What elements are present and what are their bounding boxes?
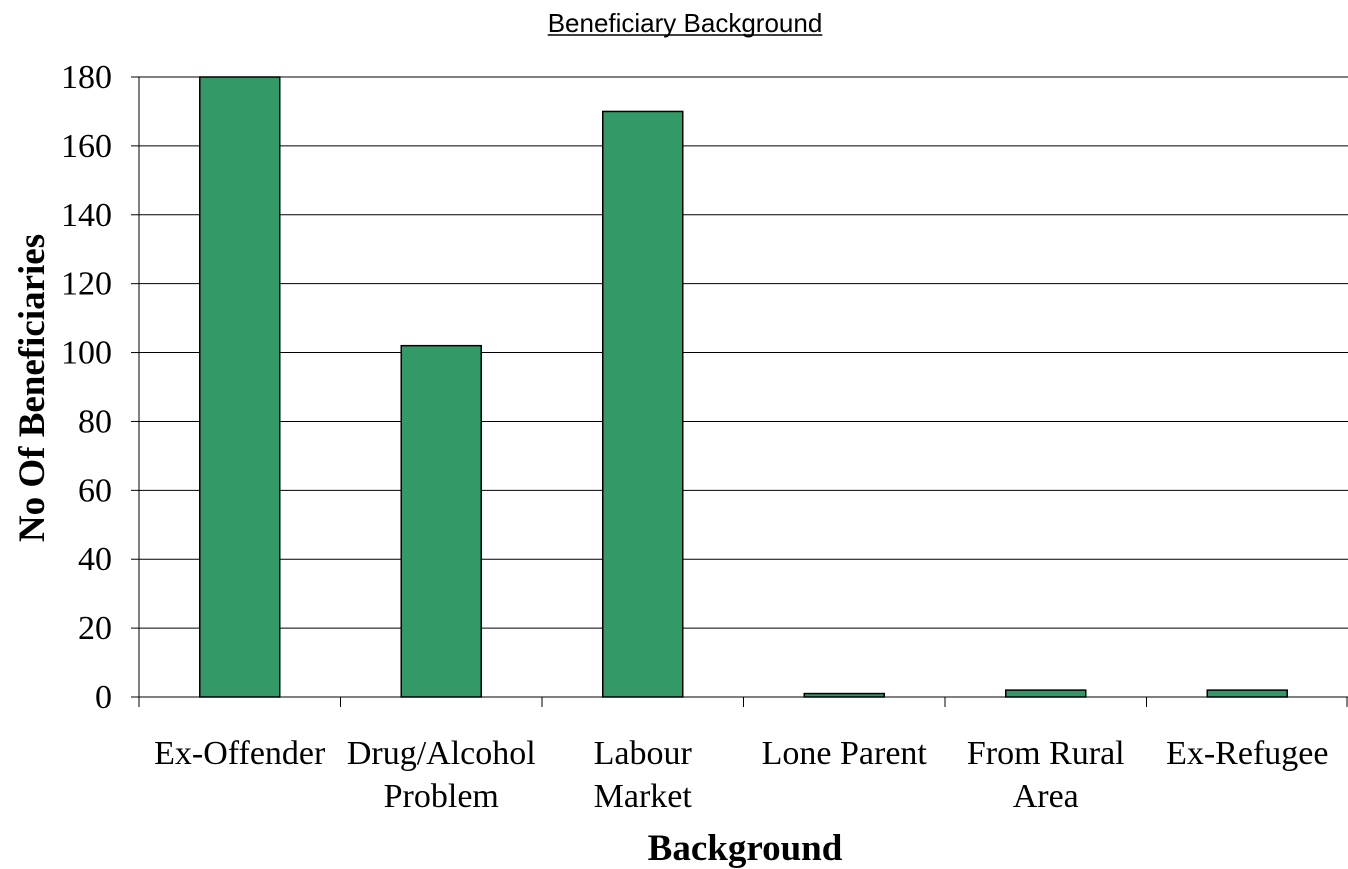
x-tick-labels: Ex-Offender Drug/Alcohol Problem Labour Mark… <box>154 735 1328 815</box>
x-tick-label: From Rural <box>967 735 1125 772</box>
y-axis-title: No Of Beneficiaries <box>12 234 53 542</box>
x-tick-label: Drug/Alcohol <box>347 735 536 772</box>
y-tick-label: 20 <box>78 610 112 647</box>
y-tick-labels: 0 20 40 60 80 100 120 140 160 180 <box>61 59 112 716</box>
x-tick-label: Lone Parent <box>762 735 928 772</box>
y-tick-label: 80 <box>78 403 112 440</box>
bar <box>803 692 885 698</box>
y-tick-label: 180 <box>61 59 112 96</box>
chart-title: Beneficiary Background <box>548 8 823 38</box>
y-tick-label: 140 <box>61 197 112 234</box>
bars <box>199 76 1288 698</box>
y-tick-label: 40 <box>78 541 112 578</box>
y-tick-label: 0 <box>95 679 112 716</box>
axes <box>131 76 1348 707</box>
x-tick-label: Area <box>1013 778 1079 815</box>
y-tick-label: 100 <box>61 335 112 372</box>
x-tick-label: Market <box>594 778 693 815</box>
bar <box>1005 689 1087 698</box>
x-axis-title: Background <box>648 828 843 869</box>
y-tick-label: 60 <box>78 472 112 509</box>
bar <box>602 110 684 698</box>
x-tick-label: Ex-Refugee <box>1166 735 1328 772</box>
y-tick-label: 120 <box>61 266 112 303</box>
bar <box>199 76 281 698</box>
gridlines <box>139 76 1348 629</box>
bar <box>1206 689 1288 698</box>
bar <box>400 344 482 698</box>
x-tick-label: Problem <box>384 778 499 815</box>
y-tick-label: 160 <box>61 128 112 165</box>
chart-title-group: Beneficiary Background <box>547 8 823 38</box>
x-tick-label: Labour <box>594 735 693 772</box>
x-tick-label: Ex-Offender <box>154 735 326 772</box>
